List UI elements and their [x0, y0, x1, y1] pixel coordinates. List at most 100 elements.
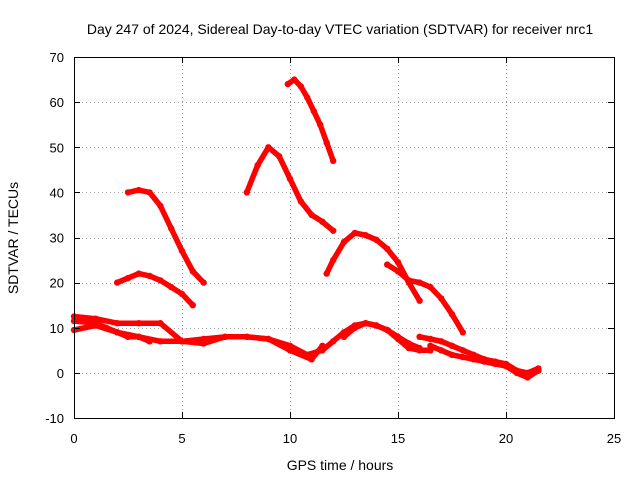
- data-point: [291, 76, 298, 83]
- grid-lines: [74, 57, 614, 418]
- data-point: [92, 320, 99, 327]
- x-tick-labels: 0 5 10 15 20 25: [70, 431, 621, 446]
- data-point: [323, 270, 330, 277]
- axis-ticks: [74, 57, 615, 419]
- data-point: [448, 342, 456, 349]
- data-point: [492, 360, 499, 368]
- data-point: [310, 108, 317, 115]
- data-point: [340, 333, 348, 340]
- data-point: [459, 353, 466, 361]
- data-point: [103, 324, 110, 331]
- data-point: [135, 333, 142, 340]
- data-point: [384, 245, 391, 252]
- series-arc-5: [323, 230, 423, 304]
- y-tick-labels: -10 0 10 20 30 40 50 60 70: [45, 50, 64, 426]
- data-point: [524, 374, 531, 381]
- data-point: [124, 189, 132, 196]
- data-point: [330, 157, 337, 164]
- y-tick-label: 10: [50, 321, 64, 336]
- chart-title: Day 247 of 2024, Sidereal Day-to-day VTE…: [87, 21, 593, 37]
- data-point: [254, 162, 261, 169]
- x-tick-label: 0: [70, 431, 77, 446]
- data-point: [114, 329, 121, 336]
- data-point: [284, 80, 291, 88]
- data-point: [416, 347, 423, 354]
- data-point: [394, 259, 402, 266]
- data-point: [243, 189, 250, 196]
- data-point: [416, 333, 423, 340]
- y-tick-label: 20: [50, 276, 64, 291]
- data-point: [448, 311, 456, 318]
- series-arc-4: [285, 76, 336, 164]
- data-point: [427, 283, 434, 291]
- data-point: [502, 362, 510, 370]
- x-tick-label: 5: [178, 431, 185, 446]
- data-point: [286, 347, 294, 354]
- data-point: [340, 238, 348, 246]
- data-point: [146, 189, 153, 196]
- data-point: [200, 279, 207, 286]
- data-point: [448, 351, 456, 358]
- data-point: [222, 333, 229, 340]
- data-point: [265, 335, 272, 343]
- data-point: [157, 202, 164, 210]
- data-point: [394, 335, 402, 343]
- data-point: [178, 247, 186, 255]
- data-point: [351, 229, 358, 237]
- data-point: [317, 121, 324, 128]
- data-point: [438, 347, 445, 354]
- data-point: [276, 153, 283, 160]
- series-tail-1: [416, 334, 542, 376]
- x-axis-label: GPS time / hours: [287, 457, 394, 473]
- data-point: [135, 186, 142, 194]
- data-point: [323, 139, 330, 146]
- data-point: [319, 342, 326, 349]
- data-point: [114, 320, 121, 327]
- data-point: [470, 356, 477, 363]
- data-point: [265, 144, 272, 151]
- data-point: [384, 326, 391, 334]
- data-point: [178, 290, 186, 298]
- data-point: [243, 333, 250, 340]
- data-point: [405, 344, 412, 352]
- y-tick-label: 50: [50, 140, 64, 155]
- y-tick-label: 0: [57, 366, 64, 381]
- data-point: [157, 277, 164, 284]
- plot-frame: [74, 57, 615, 419]
- data-point: [513, 369, 520, 377]
- data-point: [114, 279, 121, 286]
- data-point: [319, 218, 326, 225]
- data-point: [308, 211, 315, 219]
- data-point: [362, 232, 369, 239]
- y-tick-label: 40: [50, 185, 64, 200]
- data-series-layer: [70, 76, 542, 381]
- y-axis-label: SDTVAR / TECUs: [5, 182, 21, 294]
- data-point: [189, 268, 196, 275]
- data-point: [362, 320, 369, 327]
- data-point: [286, 175, 294, 182]
- data-point: [330, 256, 337, 264]
- data-point: [438, 338, 445, 345]
- data-point: [535, 367, 542, 374]
- data-point: [157, 338, 164, 345]
- data-point: [124, 333, 132, 340]
- data-point: [351, 324, 358, 331]
- data-point: [297, 198, 304, 205]
- data-point: [308, 356, 315, 363]
- data-point: [427, 335, 434, 343]
- data-point: [330, 227, 337, 234]
- data-point: [135, 320, 142, 327]
- data-point: [304, 94, 311, 101]
- data-point: [427, 342, 434, 349]
- data-point: [459, 329, 466, 336]
- data-point: [146, 338, 153, 345]
- data-point: [373, 322, 380, 329]
- y-tick-label: 70: [50, 50, 64, 65]
- data-point: [157, 320, 164, 327]
- data-point: [405, 277, 412, 284]
- y-tick-label: 60: [50, 95, 64, 110]
- data-point: [135, 270, 142, 277]
- data-point: [297, 83, 304, 90]
- data-point: [124, 274, 132, 282]
